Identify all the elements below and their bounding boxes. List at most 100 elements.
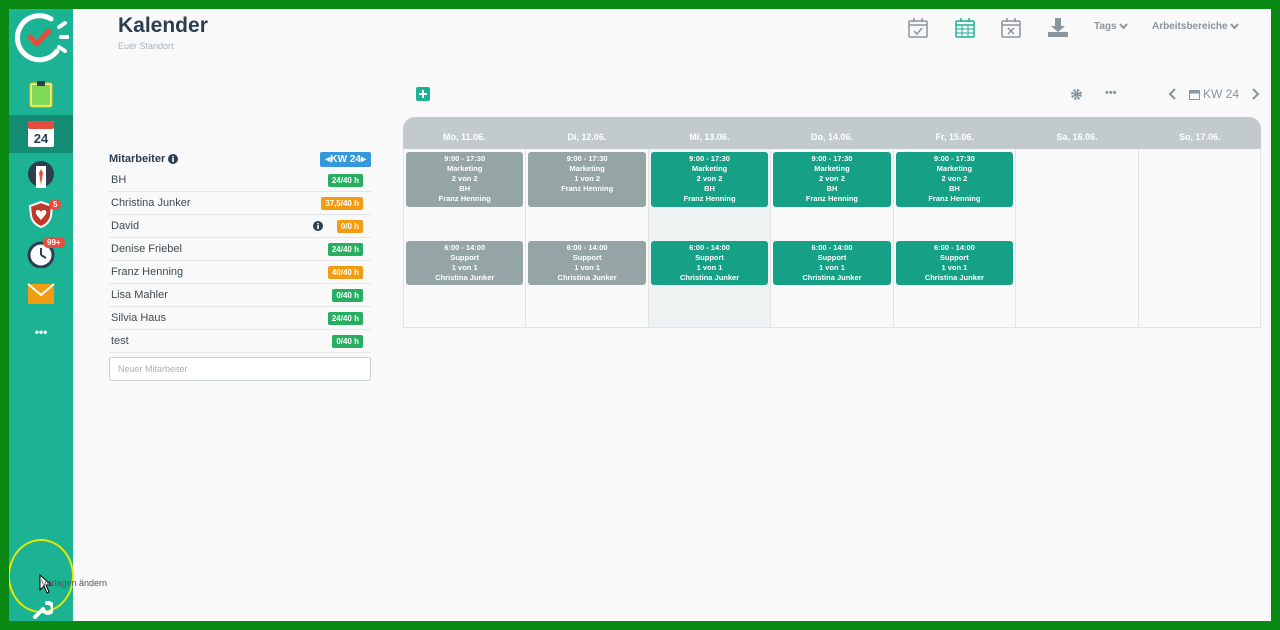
shift-dept: Support	[572, 253, 602, 262]
workspaces-menu[interactable]: Arbeitsbereiche	[1152, 21, 1240, 32]
sidebar-item-clipboard[interactable]	[9, 75, 73, 113]
shift-dept: Support	[450, 253, 480, 262]
shift-count: 2 von 2	[819, 174, 845, 183]
shift-card[interactable]: 6:00 - 14:00 Support 1 von 1 Christina Junk…	[895, 241, 1014, 285]
info-icon[interactable]	[312, 221, 323, 231]
shift-card[interactable]: 9:00 - 17:30 Marketing 1 von 2 Franz Hennin…	[528, 152, 646, 207]
employee-row[interactable]: Franz Henning 40/40 h	[109, 261, 371, 284]
sidebar-item-calendar[interactable]: 24	[9, 115, 73, 153]
day-header[interactable]: Fr, 15.06.	[935, 132, 974, 142]
shift-count: 2 von 2	[696, 174, 723, 183]
sidebar-more-button[interactable]: •••	[34, 325, 48, 339]
location-subtitle[interactable]: Euer Standort	[118, 41, 174, 51]
day-column[interactable]	[1139, 149, 1261, 327]
page-title: Kalender	[118, 14, 208, 37]
day-header[interactable]: Mi, 13.06.	[689, 132, 730, 142]
shift-card[interactable]: 9:00 - 17:30 Marketing 2 von 2 BH Franz Henn…	[650, 152, 769, 207]
shift-person1: BH	[704, 184, 715, 193]
shift-count: 1 von 1	[574, 263, 601, 272]
shift-time: 6:00 - 14:00	[933, 243, 975, 252]
shift-dept: Marketing	[446, 164, 483, 173]
shift-count: 1 von 2	[574, 174, 601, 183]
week-pill[interactable]: ◂KW 24▸	[320, 151, 371, 167]
shield-heart-icon	[28, 200, 54, 228]
employee-row[interactable]: Lisa Mahler 0/40 h	[109, 284, 371, 307]
sidebar-item-security[interactable]: 5	[9, 195, 73, 233]
sidebar: 24 5 99+	[9, 9, 107, 621]
day-header[interactable]: Do, 14.06.	[811, 132, 854, 142]
previous-week-icon[interactable]	[1168, 88, 1177, 100]
calendar-remove-icon[interactable]	[1000, 17, 1022, 39]
employee-name: test	[111, 335, 129, 347]
day-header[interactable]: Di, 12.06.	[567, 132, 607, 142]
info-icon[interactable]	[168, 154, 179, 164]
download-icon[interactable]	[1047, 17, 1069, 39]
day-column[interactable]: 9:00 - 17:30 Marketing 2 von 2 BH Franz Henn…	[771, 149, 894, 327]
employee-name: Denise Friebel	[111, 243, 182, 255]
new-employee-input[interactable]: Neuer Mitarbeiter	[109, 357, 371, 381]
employee-hours-badge: 0/40 h	[332, 334, 363, 348]
employee-row[interactable]: Denise Friebel 24/40 h	[109, 238, 371, 261]
employee-hours-badge: 24/40 h	[327, 311, 363, 325]
clock-icon	[27, 241, 55, 268]
employee-row[interactable]: test 0/40 h	[109, 330, 371, 353]
day-column[interactable]	[1016, 149, 1139, 327]
gear-icon[interactable]	[1070, 88, 1083, 101]
shift-card[interactable]: 9:00 - 17:30 Marketing 2 von 2 BH Franz Henn…	[895, 152, 1014, 207]
chevron-down-icon	[1119, 23, 1129, 30]
employee-hours-badge: 0/0 h	[336, 219, 363, 233]
chevron-down-icon	[1230, 23, 1240, 30]
envelope-icon	[27, 283, 55, 304]
calendar-grid-icon[interactable]	[954, 17, 976, 39]
day-column[interactable]: 9:00 - 17:30 Marketing 2 von 2 BH Franz Henn…	[894, 149, 1017, 327]
shift-time: 9:00 - 17:30	[444, 154, 486, 163]
employee-list: Mitarbeiter ◂KW 24▸ BH 24/40 h Christina J…	[109, 149, 371, 381]
employee-name: Lisa Mahler	[111, 289, 168, 301]
shift-card[interactable]: 6:00 - 14:00 Support 1 von 1 Christina Junk…	[528, 241, 646, 285]
wrench-icon[interactable]	[31, 597, 53, 619]
tags-menu-label: Tags	[1094, 21, 1117, 32]
shift-card[interactable]: 6:00 - 14:00 Support 1 von 1 Christina Junk…	[650, 241, 769, 285]
security-count-badge: 5	[49, 199, 62, 210]
employee-row[interactable]: BH 24/40 h	[109, 169, 371, 192]
shift-card[interactable]: 6:00 - 14:00 Support 1 von 1 Christina Junk…	[406, 241, 524, 285]
shift-person1: Franz Henning	[561, 184, 614, 193]
shift-person2: Franz Henning	[805, 194, 859, 203]
employee-icon	[28, 161, 54, 188]
sidebar-item-time[interactable]: 99+	[9, 235, 73, 273]
day-header[interactable]: Mo, 11.06.	[443, 132, 486, 142]
sidebar-item-messages[interactable]	[9, 275, 73, 313]
shift-card[interactable]: 9:00 - 17:30 Marketing 2 von 2 BH Franz Henn…	[406, 152, 524, 207]
day-header[interactable]: So, 17.06.	[1178, 132, 1221, 142]
shift-dept: Marketing	[691, 164, 728, 173]
sidebar-item-employees[interactable]	[9, 155, 73, 193]
shift-time: 6:00 - 14:00	[566, 243, 608, 252]
employee-hours-badge: 24/40 h	[327, 173, 363, 187]
day-column[interactable]: 9:00 - 17:30 Marketing 2 von 2 BH Franz Henn…	[404, 149, 527, 327]
calendar-day-number: 24	[34, 131, 49, 146]
calendar-options-button[interactable]: •••	[1105, 87, 1117, 99]
tags-menu[interactable]: Tags	[1094, 21, 1129, 32]
shift-count: 1 von 1	[451, 263, 478, 272]
add-shift-icon[interactable]	[416, 87, 430, 101]
shift-person1: Christina Junker	[802, 273, 862, 282]
employee-row[interactable]: Christina Junker 37,5/40 h	[109, 192, 371, 215]
shift-time: 9:00 - 17:30	[566, 154, 608, 163]
employee-row[interactable]: Silvia Haus 24/40 h	[109, 307, 371, 330]
app-logo[interactable]	[9, 9, 73, 69]
shift-time: 6:00 - 14:00	[444, 243, 486, 252]
day-column[interactable]: 9:00 - 17:30 Marketing 2 von 2 BH Franz Henn…	[648, 149, 772, 327]
shift-person1: Christina Junker	[679, 273, 740, 282]
app-frame: 24 5 99+	[9, 9, 1271, 621]
day-header[interactable]: Sa, 16.06.	[1056, 132, 1098, 142]
shift-card[interactable]: 9:00 - 17:30 Marketing 2 von 2 BH Franz Henn…	[773, 152, 891, 207]
day-column[interactable]: 9:00 - 17:30 Marketing 1 von 2 Franz Hennin…	[526, 149, 649, 327]
shift-time: 6:00 - 14:00	[689, 243, 730, 252]
shift-card[interactable]: 6:00 - 14:00 Support 1 von 1 Christina Junk…	[773, 241, 891, 285]
calendar-check-icon[interactable]	[907, 17, 929, 39]
employee-name: Christina Junker	[111, 197, 191, 209]
next-week-icon[interactable]	[1251, 88, 1260, 100]
employee-row[interactable]: David 0/0 h	[109, 215, 371, 238]
week-selector[interactable]: KW 24	[1189, 87, 1239, 101]
shift-person2: Franz Henning	[928, 194, 981, 203]
